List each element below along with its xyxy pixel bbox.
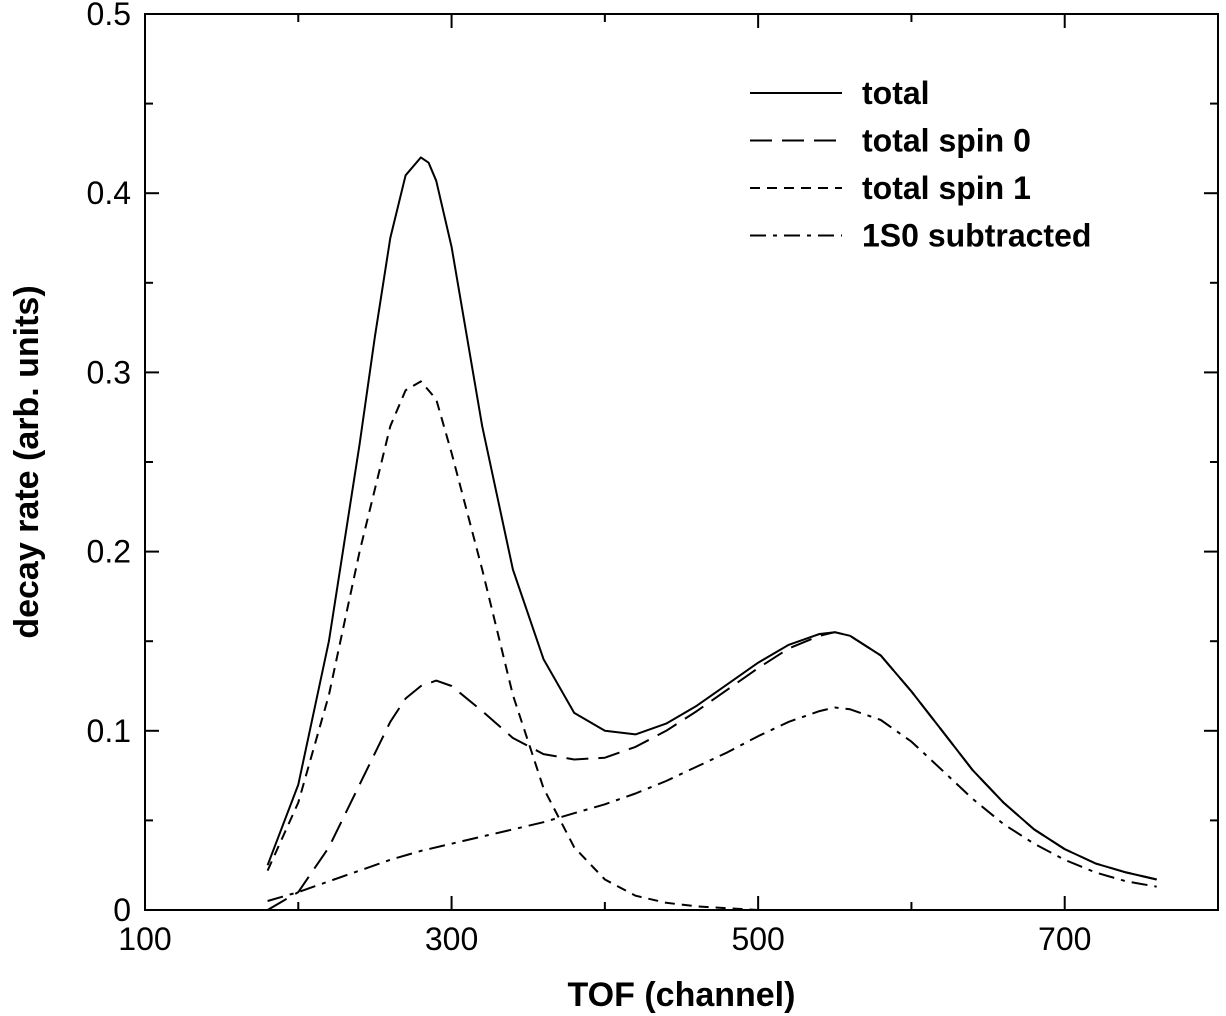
x-tick-label: 100 — [118, 921, 171, 957]
series-layer — [266, 156, 1157, 911]
tick-labels: 0 0.1 0.2 0.3 0.4 0.5 100 300 500 700 — [87, 0, 1092, 957]
legend-label-total-spin-0: total spin 0 — [862, 123, 1031, 159]
x-axis-title: TOF (channel) — [568, 976, 796, 1014]
plot-frame — [144, 13, 1219, 911]
legend-label-1s0-subtracted: 1S0 subtracted — [862, 218, 1091, 254]
y-tick-label: 0.4 — [87, 175, 131, 211]
x-tick-label: 700 — [1038, 921, 1091, 957]
y-tick-label: 0.5 — [87, 0, 131, 32]
y-axis-title: decay rate (arb. units) — [8, 285, 46, 638]
y-tick-label: 0.3 — [87, 354, 131, 390]
legend-label-total: total — [862, 75, 930, 111]
series-line-total — [266, 156, 1157, 881]
legend: total total spin 0 total spin 1 1S0 subtrac… — [750, 75, 1091, 254]
x-tick-label: 500 — [731, 921, 784, 957]
x-tick-label: 300 — [425, 921, 478, 957]
y-tick-label: 0.1 — [87, 713, 131, 749]
legend-label-total-spin-1: total spin 1 — [862, 170, 1031, 206]
series-line-total-spin-1 — [266, 380, 1157, 911]
series-line-1s0-subtracted — [267, 706, 1157, 902]
series-line-total-spin-0 — [267, 631, 1157, 911]
y-tick-label: 0 — [113, 892, 131, 928]
y-tick-label: 0.2 — [87, 534, 131, 570]
